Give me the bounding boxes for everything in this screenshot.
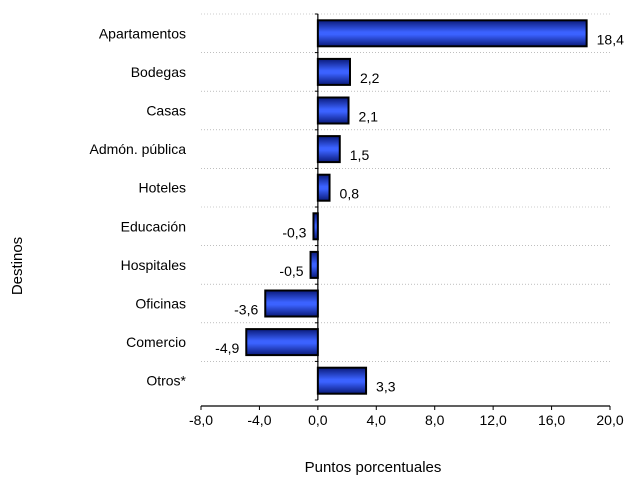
data-label: 18,4 — [597, 31, 624, 47]
data-label: 2,2 — [360, 70, 380, 86]
category-label: Hoteles — [139, 180, 186, 196]
y-axis-title: Destinos — [9, 237, 26, 295]
labels: Apartamentos 18,4 Bodegas 2,2 Casas 2,1 Admón.… — [89, 25, 624, 394]
bar-0 — [316, 19, 588, 48]
category-label: Bodegas — [131, 64, 186, 80]
data-label: -3,6 — [234, 302, 258, 318]
category-label: Casas — [146, 103, 186, 119]
bar-7 — [264, 289, 319, 318]
category-label: Hospitales — [121, 257, 186, 273]
x-tick-label: 4,0 — [367, 412, 387, 428]
category-label: Comercio — [126, 334, 186, 350]
data-label: -0,3 — [282, 224, 306, 240]
axes: -8,0 -4,0 0,0 4,0 8,0 12,0 16,0 20,0 — [189, 13, 624, 428]
category-label: Admón. pública — [89, 141, 186, 157]
data-label: 1,5 — [350, 147, 370, 163]
grid-lines — [201, 13, 610, 362]
bar-8 — [245, 328, 319, 357]
x-axis-title: Puntos porcentuales — [305, 459, 442, 476]
bar-2 — [316, 96, 350, 125]
bars — [245, 19, 588, 395]
x-tick-label: 20,0 — [596, 412, 623, 428]
x-tick-label: -4,0 — [247, 412, 271, 428]
bar-1 — [316, 57, 351, 86]
x-tick-label: 8,0 — [425, 412, 445, 428]
data-label: -0,5 — [279, 263, 303, 279]
bar-9 — [316, 366, 368, 395]
bar-3 — [316, 135, 341, 164]
x-tick-label: -8,0 — [189, 412, 213, 428]
data-label: -4,9 — [215, 340, 239, 356]
data-label: 2,1 — [359, 109, 379, 125]
category-label: Apartamentos — [99, 25, 186, 41]
x-tick-label: 12,0 — [480, 412, 507, 428]
data-label: 3,3 — [376, 379, 396, 395]
category-label: Educación — [121, 218, 186, 234]
category-label: Otros* — [146, 373, 186, 389]
x-tick-label: 0,0 — [308, 412, 328, 428]
bar-6 — [309, 250, 319, 279]
bar-5 — [312, 212, 319, 241]
x-tick-label: 16,0 — [538, 412, 565, 428]
bar-4 — [316, 173, 331, 202]
category-label: Oficinas — [135, 296, 186, 312]
data-label: 0,8 — [340, 186, 360, 202]
